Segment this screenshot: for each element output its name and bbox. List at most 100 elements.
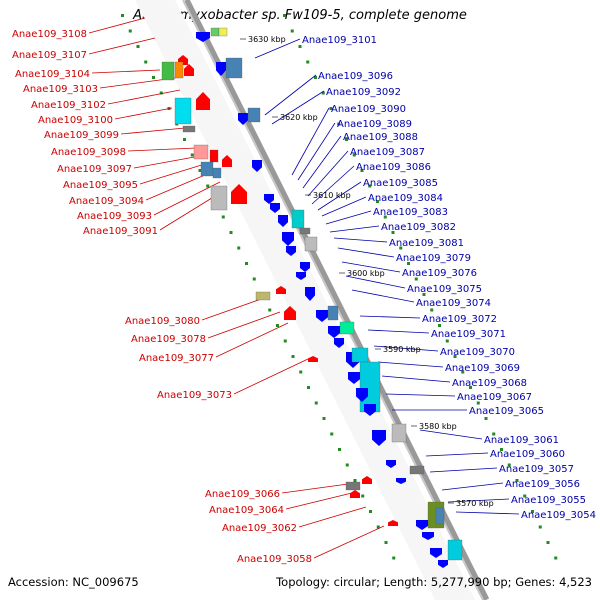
connector-anae109-3078 [207,311,281,339]
backbone [135,0,490,600]
gene-arrow-reverse [270,203,280,213]
connector-anae109-3069 [377,361,444,368]
gene-label-anae109-3060: Anae109_3060 [490,449,565,460]
gene-arrow-reverse [364,404,376,416]
track-dot-l [299,370,303,374]
track-dot-l [252,277,256,281]
connector-anae109-3060 [425,452,489,457]
gene-label-anae109-3103: Anae109_3103 [23,84,98,95]
gene-label-anae109-3066: Anae109_3066 [205,489,280,500]
gene-label-anae109-3062: Anae109_3062 [222,523,297,534]
gene-block [209,149,219,163]
gene-block [174,97,192,125]
track-dot-l [384,541,388,544]
connector-anae109-3098 [127,147,197,152]
gene-arrow-reverse [296,272,306,280]
gene-arrow-reverse [216,62,226,76]
connector-anae109-3072 [359,315,421,319]
gene-arrow-reverse [286,246,296,256]
gene-labels: Anae109_3108 Anae109_3107 Anae109_3104 Anae… [12,29,596,565]
gene-block [435,507,445,525]
track-dot-r [376,200,379,203]
gene-label-anae109-3097: Anae109_3097 [57,164,132,175]
gene-label-anae109-3069: Anae109_3069 [445,363,520,374]
connector-anae109-3079 [337,247,395,258]
scale-ticks: 3630 kbp 3620 kbp 3610 kbp 3600 kbp 3590 kbp… [240,35,494,508]
track-dot-l [338,448,341,451]
gene-block [255,291,271,301]
gene-label-anae109-3092: Anae109_3092 [326,87,401,98]
gene-label-anae109-3075: Anae109_3075 [407,284,482,295]
track-dot-r [430,308,434,312]
track-dot-r [399,246,403,250]
track-dot-r [283,14,286,17]
track-dot-l [152,76,155,79]
track-dot-r [523,494,527,498]
connector-anae109-3068 [381,375,451,383]
connector-anae109-3058 [313,525,385,559]
gene-arrow-forward [284,306,296,320]
connector-anae109-3073 [233,358,309,395]
track-dot-r [538,525,542,529]
gene-label-anae109-3087: Anae109_3087 [350,147,425,158]
gene-block [225,57,243,79]
gene-arrow-reverse [422,532,434,540]
gene-label-anae109-3104: Anae109_3104 [15,69,90,80]
track-dot-r [492,432,496,436]
track-dot-l [128,29,132,33]
track-dot-l [291,355,295,358]
track-dot-l [237,246,241,250]
track-dot-r [469,386,472,389]
connector-anae109-3108 [88,17,146,34]
gene-arrow-forward [276,286,286,294]
track-dot-l [322,417,326,420]
gene-label-anae109-3084: Anae109_3084 [368,193,443,204]
track-dot-l [283,339,287,343]
gene-arrow-reverse [252,160,262,172]
connector-anae109-3076 [341,261,401,273]
track-dot-r [484,417,488,420]
track-dot-l [183,138,186,141]
gene-arrow-forward [308,356,318,362]
gene-label-anae109-3093: Anae109_3093 [77,211,152,222]
connector-anae109-3074 [351,289,415,303]
connector-anae109-3071 [367,329,430,334]
gene-arrow-forward [350,490,360,498]
gene-block [299,227,311,235]
gene-label-anae109-3076: Anae109_3076 [402,268,477,279]
gene-arrow-forward [196,92,210,110]
gene-block [351,347,369,363]
track-dot-r [329,107,333,110]
gene-arrow-reverse [416,520,428,530]
gene-label-anae109-3094: Anae109_3094 [69,196,144,207]
track-dot-l [345,463,349,467]
scale-tick-label: 3630 kbp [248,35,286,44]
gene-label-anae109-3098: Anae109_3098 [51,147,126,158]
track-dot-r [438,324,441,327]
scale-tick-label: 3600 kbp [347,269,385,278]
connector-anae109-3099 [120,127,186,135]
track-dot-l [190,153,194,157]
gene-arrow-reverse [278,215,288,227]
gene-block [409,465,425,475]
gene-arrow-forward [231,184,247,204]
connector-anae109-3066 [281,483,349,494]
track-dot-l [245,262,248,265]
connector-anae109-3087 [307,150,349,197]
gene-arrow-reverse [386,460,396,468]
track-dot-r [554,556,558,560]
track-dot-l [276,324,279,327]
gene-arrow-reverse [196,32,210,42]
gene-block [304,236,318,252]
gene-label-anae109-3108: Anae109_3108 [12,29,87,40]
track-dot-l [229,231,233,234]
track-dot-l [369,510,372,513]
connector-anae109-3085 [317,181,362,211]
connector-anae109-3097 [133,155,201,169]
gene-label-anae109-3074: Anae109_3074 [416,298,491,309]
connector-anae109-3094 [145,171,213,201]
track-dot-r [352,153,356,157]
gene-arrow-reverse [238,113,248,125]
gene-label-anae109-3055: Anae109_3055 [511,495,586,506]
scale-tick-label: 3590 kbp [383,345,421,354]
